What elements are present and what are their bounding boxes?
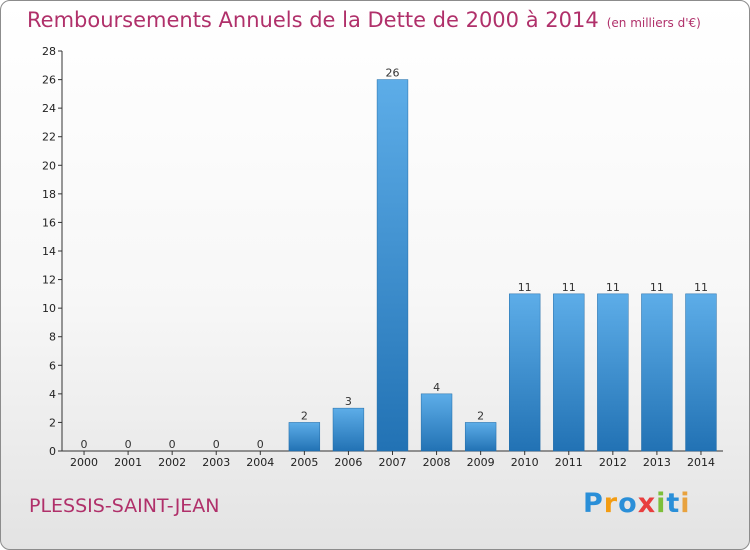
- bar: [376, 79, 409, 452]
- x-tick-label: 2000: [70, 456, 98, 469]
- x-tick-label: 2012: [599, 456, 627, 469]
- logo-letter: P: [583, 488, 604, 519]
- bar: [464, 422, 497, 452]
- logo-letter: i: [656, 488, 667, 519]
- data-label: 2: [301, 409, 308, 422]
- y-tick-label: 10: [42, 302, 56, 315]
- y-tick-label: 24: [42, 102, 56, 115]
- x-tick-label: 2010: [511, 456, 539, 469]
- x-tick-label: 2014: [687, 456, 715, 469]
- x-tick-label: 2009: [467, 456, 495, 469]
- data-label: 2: [477, 409, 484, 422]
- data-label: 26: [386, 67, 400, 80]
- bar: [509, 293, 541, 452]
- proxiti-logo: Proxiti: [583, 488, 691, 519]
- x-tick-label: 2008: [423, 456, 451, 469]
- y-tick-label: 0: [49, 445, 56, 458]
- x-tick-label: 2006: [334, 456, 362, 469]
- data-label: 0: [257, 438, 264, 451]
- x-tick-label: 2011: [555, 456, 583, 469]
- x-tick-label: 2002: [158, 456, 186, 469]
- bar: [685, 293, 717, 452]
- data-label: 0: [125, 438, 132, 451]
- y-tick-label: 14: [42, 245, 56, 258]
- data-label: 11: [562, 281, 576, 294]
- chart-title: Remboursements Annuels de la Dette de 20…: [27, 8, 701, 32]
- y-tick-label: 2: [49, 416, 56, 429]
- data-label: 11: [694, 281, 708, 294]
- y-tick-label: 18: [42, 188, 56, 201]
- bar: [288, 422, 321, 452]
- data-label: 0: [81, 438, 88, 451]
- y-tick-label: 4: [49, 388, 56, 401]
- y-tick-label: 8: [49, 331, 56, 344]
- logo-letter: i: [680, 488, 691, 519]
- bar: [553, 293, 585, 452]
- logo-letter: x: [637, 488, 657, 519]
- data-label: 11: [650, 281, 664, 294]
- bar: [332, 407, 365, 452]
- data-label: 3: [345, 395, 352, 408]
- logo-letter: o: [618, 488, 638, 519]
- data-label: 11: [606, 281, 620, 294]
- data-label: 11: [518, 281, 532, 294]
- logo-letter: r: [603, 488, 619, 519]
- y-tick-label: 22: [42, 131, 56, 144]
- y-tick-label: 12: [42, 274, 56, 287]
- x-tick-label: 2003: [202, 456, 230, 469]
- y-tick-label: 20: [42, 159, 56, 172]
- bar: [641, 293, 673, 452]
- x-tick-label: 2004: [246, 456, 274, 469]
- data-label: 0: [213, 438, 220, 451]
- data-label: 0: [169, 438, 176, 451]
- chart-unit: (en milliers d'€): [606, 16, 701, 30]
- logo-letter: t: [666, 488, 681, 519]
- y-tick-label: 16: [42, 216, 56, 229]
- y-tick-label: 26: [42, 74, 56, 87]
- y-tick-label: 28: [42, 45, 56, 58]
- x-tick-label: 2013: [643, 456, 671, 469]
- x-tick-label: 2005: [290, 456, 318, 469]
- chart-title-text: Remboursements Annuels de la Dette de 20…: [27, 8, 599, 32]
- bar: [420, 393, 453, 452]
- x-tick-label: 2001: [114, 456, 142, 469]
- bar: [597, 293, 629, 452]
- y-tick-label: 6: [49, 359, 56, 372]
- x-tick-label: 2007: [379, 456, 407, 469]
- commune-name: PLESSIS-SAINT-JEAN: [29, 495, 220, 517]
- data-label: 4: [433, 381, 440, 394]
